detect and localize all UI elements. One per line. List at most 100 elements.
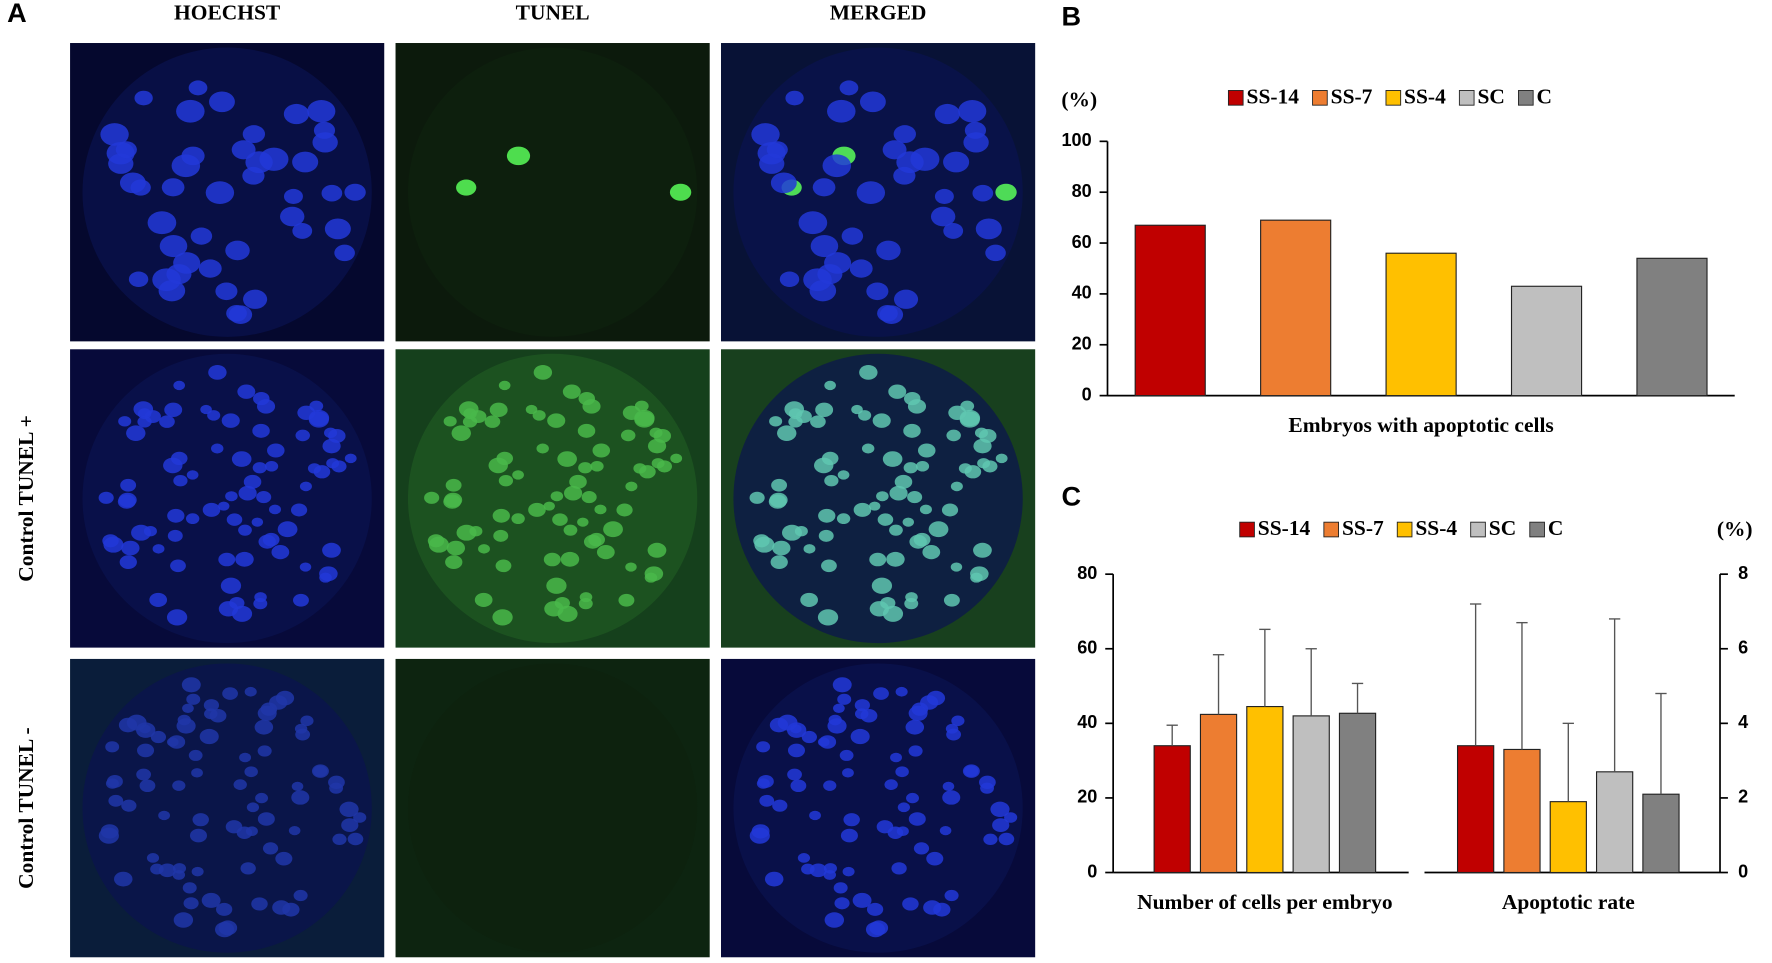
nucleus <box>139 724 151 734</box>
nucleus <box>238 524 252 536</box>
legend-label: SS-4 <box>1415 516 1457 540</box>
nucleus <box>649 427 663 439</box>
nucleus <box>824 475 839 487</box>
nucleus <box>126 425 146 441</box>
nucleus <box>309 400 324 412</box>
nucleus <box>819 735 837 749</box>
nucleus <box>98 827 119 844</box>
nucleus <box>842 768 854 778</box>
nucleus <box>181 677 201 693</box>
nucleus <box>321 184 343 202</box>
nucleus <box>590 460 604 472</box>
legend-swatch <box>1529 521 1545 538</box>
nucleus <box>787 768 802 781</box>
nucleus <box>283 188 303 205</box>
nucleus <box>915 460 930 472</box>
nucleus <box>183 897 199 910</box>
nucleus <box>128 271 149 288</box>
nucleus <box>498 475 514 487</box>
error-bar <box>1516 621 1528 750</box>
nucleus <box>917 443 936 458</box>
nucleus <box>117 494 136 509</box>
nucleus <box>889 485 908 501</box>
bar <box>1199 713 1238 874</box>
nucleus <box>985 244 1006 262</box>
nucleus <box>152 544 165 554</box>
panel-letter: A <box>7 0 27 28</box>
nucleus <box>616 503 633 517</box>
nucleus <box>478 544 490 554</box>
nucleus <box>964 121 987 139</box>
nucleus <box>271 544 290 560</box>
axis-unit: (%) <box>1061 88 1097 112</box>
nucleus <box>866 282 889 301</box>
nucleus <box>890 752 902 763</box>
nucleus <box>202 502 221 517</box>
nucleus <box>557 605 578 622</box>
nucleus <box>267 443 285 458</box>
nucleus <box>897 802 910 813</box>
nucleus <box>137 743 155 758</box>
bar <box>1153 745 1191 874</box>
nucleus <box>256 399 276 414</box>
nucleus <box>869 501 881 511</box>
nucleus <box>884 779 898 790</box>
nucleus <box>262 532 280 547</box>
nucleus <box>146 853 160 863</box>
y2-tick-label: 2 <box>1738 787 1748 807</box>
nucleus <box>849 259 873 278</box>
nucleus <box>941 503 959 517</box>
y-tick-label: 40 <box>1072 283 1092 303</box>
nucleus <box>159 235 188 258</box>
y-tick-label: 40 <box>1077 712 1097 732</box>
nucleus <box>186 470 199 480</box>
nucleus <box>972 184 994 202</box>
nucleus <box>244 686 257 697</box>
embryo-outline <box>407 663 698 953</box>
nucleus <box>810 235 839 258</box>
nucleus <box>251 517 264 527</box>
nucleus <box>173 252 201 274</box>
nucleus <box>594 504 607 515</box>
nucleus <box>182 703 194 713</box>
nucleus <box>512 470 524 480</box>
nucleus <box>876 240 901 261</box>
nucleus <box>770 555 788 570</box>
nucleus <box>283 103 310 125</box>
nucleus <box>943 593 960 607</box>
nucleus <box>299 481 312 492</box>
y-tick-label: 60 <box>1072 232 1092 252</box>
nucleus <box>911 702 929 716</box>
nucleus <box>158 863 176 878</box>
nucleus <box>790 779 807 793</box>
bar <box>1260 219 1332 397</box>
bar <box>1456 745 1495 874</box>
nucleus <box>906 792 919 804</box>
nucleus <box>98 491 114 504</box>
nucleus <box>926 690 946 706</box>
nucleus <box>215 282 238 301</box>
nucleus <box>854 699 870 712</box>
nucleus <box>300 715 314 727</box>
nucleus <box>216 902 233 916</box>
nucleus <box>815 402 834 418</box>
nucleus <box>759 794 775 807</box>
nucleus <box>850 728 870 745</box>
nucleus <box>205 181 235 205</box>
nucleus <box>208 365 227 380</box>
legend-swatch <box>1518 90 1534 106</box>
nucleus <box>495 559 512 573</box>
nucleus <box>888 384 907 399</box>
nucleus <box>907 399 927 414</box>
nucleus <box>797 853 811 863</box>
nucleus <box>257 812 275 826</box>
nucleus <box>839 80 859 96</box>
bar <box>1642 793 1680 874</box>
nucleus <box>445 555 463 570</box>
nucleus <box>841 227 864 245</box>
nucleus <box>511 513 525 525</box>
nucleus <box>876 491 889 502</box>
nucleus <box>347 832 364 846</box>
nucleus <box>225 240 250 261</box>
nucleus <box>823 869 837 880</box>
